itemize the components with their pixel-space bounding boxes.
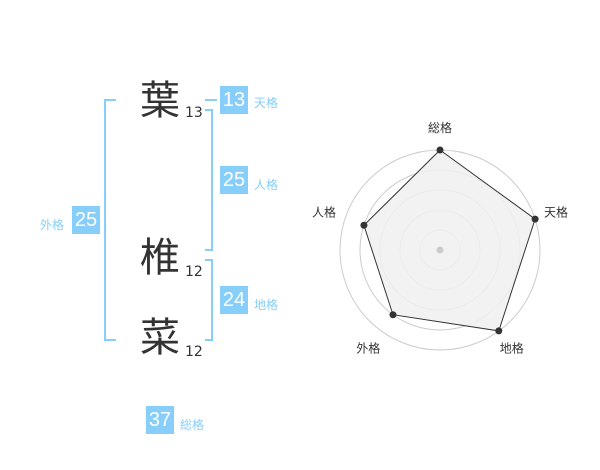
radar-area [363,149,536,332]
soukaku-value: 37 [146,406,174,434]
radar-point [360,221,368,229]
radar-axis-label: 地格 [500,341,524,356]
gaikaku-value: 25 [72,206,100,234]
name-char-1: 葉 [140,78,180,124]
stroke-count-2: 12 [185,264,203,280]
chikaku-value: 24 [220,286,248,314]
name-char-3: 菜 [140,315,180,361]
jinkaku-value: 25 [220,166,248,194]
tenkaku-label: 天格 [254,96,279,110]
radar-center [436,246,444,254]
tenkaku-bracket [205,99,217,101]
radar-axis-label: 人格 [312,204,336,219]
name-char-2: 椎 [140,235,180,281]
radar-point [389,311,397,319]
radar-point [495,327,503,335]
soukaku-label: 総格 [180,418,205,432]
radar-point [436,146,444,154]
chikaku-label: 地格 [254,298,279,312]
gaikaku-bracket [104,99,116,341]
jinkaku-bracket [205,109,213,251]
radar-axis-label: 外格 [356,341,380,356]
tenkaku-value: 13 [220,86,248,114]
gaikaku-label: 外格 [40,218,65,232]
radar-point [531,215,539,223]
radar-axis-label: 総格 [428,120,452,135]
jinkaku-label: 人格 [254,178,279,192]
chikaku-bracket [205,259,213,341]
stroke-count-3: 12 [185,344,203,360]
radar-axis-label: 天格 [544,204,568,219]
stroke-count-1: 13 [185,105,203,121]
